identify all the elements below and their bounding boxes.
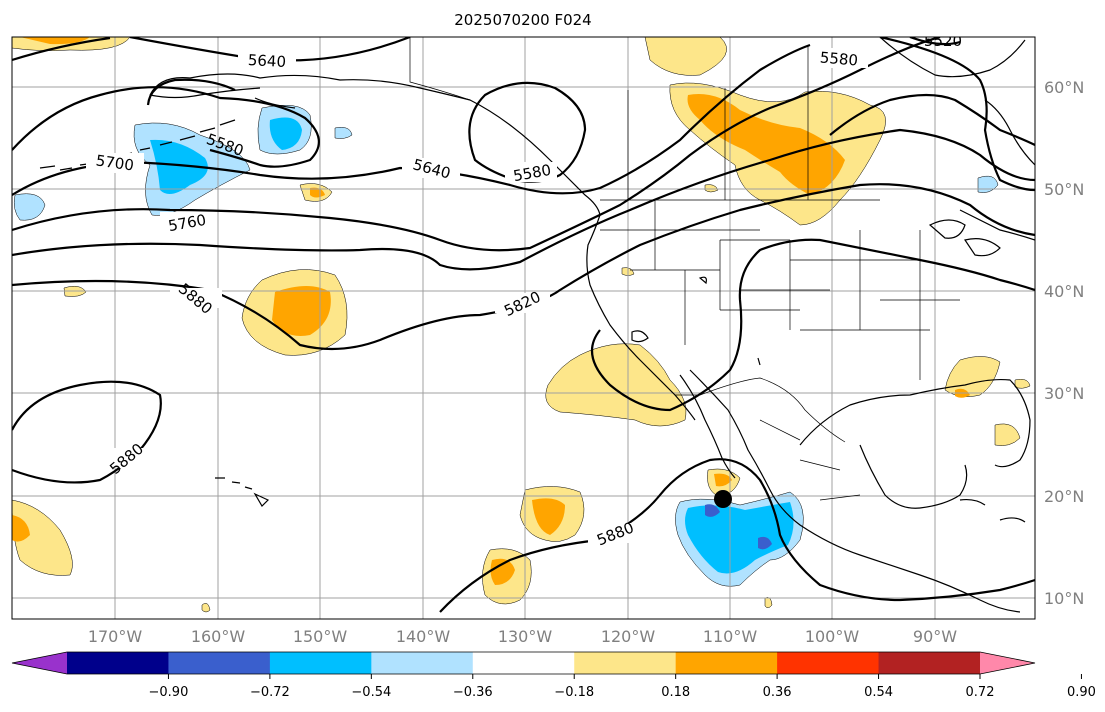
lon-label: 170°W [88, 627, 143, 646]
lon-label: 90°W [913, 627, 957, 646]
colorbar-tick-label: 0.54 [864, 685, 893, 700]
coastlines [39, 37, 1035, 613]
lat-label: 40°N [1044, 282, 1084, 301]
lon-label: 140°W [396, 627, 451, 646]
colorbar-tick-label: 0.90 [1067, 685, 1096, 700]
shading-layer [12, 37, 1031, 613]
colorbar: −0.90 −0.72 −0.54 −0.36 −0.18 0.18 0.36 0.54 0.7… [11, 651, 1096, 700]
lon-label: 150°W [293, 627, 348, 646]
colorbar-tick-label: −0.90 [149, 685, 189, 700]
colorbar-segment [67, 652, 169, 674]
colorbar-segment [574, 652, 677, 674]
lon-label: 130°W [498, 627, 553, 646]
colorbar-segment [472, 652, 575, 674]
storm-center-marker [714, 490, 732, 508]
colorbar-tick-label: −0.54 [351, 685, 391, 700]
colorbar-tick-label: −0.36 [453, 685, 493, 700]
lon-label: 100°W [805, 627, 860, 646]
contour-label: 5520 [924, 32, 962, 50]
political-borders [409, 37, 960, 501]
colorbar-segment [878, 652, 981, 674]
lon-label: 120°W [601, 627, 656, 646]
lat-label: 60°N [1044, 78, 1084, 97]
lat-label: 20°N [1044, 487, 1084, 506]
lon-label: 110°W [703, 627, 758, 646]
map-frame [11, 36, 1036, 620]
lat-label: 50°N [1044, 180, 1084, 199]
longitude-labels: 170°W 160°W 150°W 140°W 130°W 120°W 110°… [88, 627, 957, 646]
colorbar-tick-label: 0.72 [966, 685, 995, 700]
contour-label: 5640 [247, 51, 286, 71]
height-contours [12, 37, 1035, 613]
lat-label: 30°N [1044, 384, 1084, 403]
colorbar-extend-low [12, 652, 67, 674]
colorbar-outline [11, 651, 1036, 675]
latitude-labels: 60°N 50°N 40°N 30°N 20°N 10°N [1044, 78, 1084, 608]
map-panel: 5640 5580 5700 5580 5640 5580 5760 5880 … [12, 32, 1035, 619]
lon-label: 160°W [191, 627, 246, 646]
colorbar-extend-high [980, 652, 1035, 674]
colorbar-tick-label: 0.36 [763, 685, 792, 700]
contour-labels: 5640 5580 5700 5580 5640 5580 5760 5880 … [86, 32, 962, 549]
contour-label: 5700 [95, 151, 135, 174]
colorbar-segment [371, 652, 474, 674]
colorbar-segment [168, 652, 271, 674]
lat-label: 10°N [1044, 589, 1084, 608]
colorbar-segment [269, 652, 372, 674]
colorbar-segment [675, 652, 778, 674]
contour-label: 5580 [819, 48, 859, 69]
colorbar-tick-label: 0.18 [661, 685, 690, 700]
colorbar-segment [777, 652, 880, 674]
colorbar-tick-label: −0.72 [250, 685, 290, 700]
colorbar-tick-label: −0.18 [554, 685, 594, 700]
map-title: 2025070200 F024 [454, 11, 591, 29]
